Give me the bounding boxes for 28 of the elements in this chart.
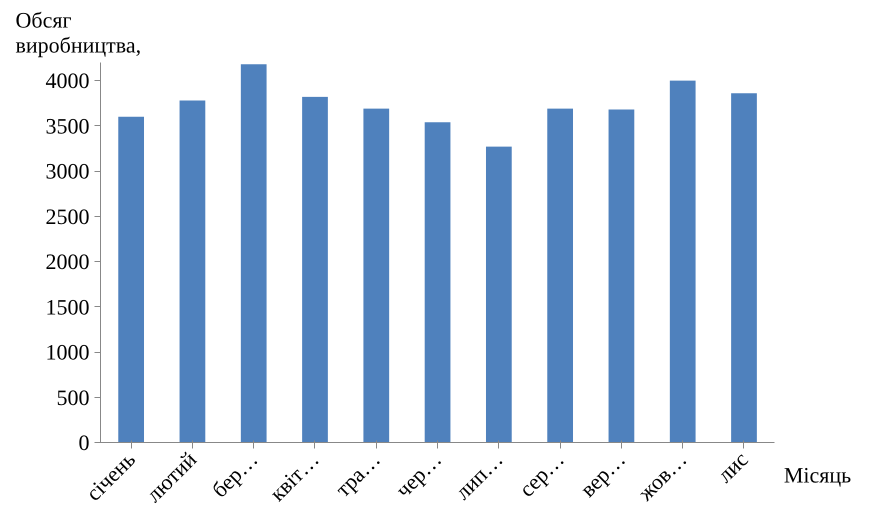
- bar: [731, 93, 757, 442]
- y-tick-label: 3000: [46, 158, 90, 184]
- x-tick-label: чер…: [390, 446, 446, 502]
- x-axis-title: Місяць: [784, 462, 852, 488]
- y-tick-label: 500: [56, 384, 90, 410]
- bar: [486, 146, 512, 442]
- bar: [424, 122, 450, 442]
- y-tick-label: 2000: [46, 249, 90, 274]
- bar: [363, 108, 390, 442]
- bar: [670, 80, 696, 442]
- y-tick-label: 1500: [46, 294, 90, 320]
- x-tick-label: вер…: [575, 446, 630, 502]
- bar: [547, 108, 574, 442]
- y-tick-label: 3500: [46, 113, 90, 138]
- y-tick-label: 0: [78, 430, 90, 455]
- y-tick-label: 4000: [46, 68, 90, 94]
- bar: [240, 64, 267, 442]
- y-axis-title: Обсяг виробництва,: [16, 8, 142, 58]
- y-tick-label: 2500: [46, 204, 90, 229]
- bar: [118, 116, 144, 442]
- y-tick-label: 1000: [46, 340, 90, 365]
- x-tick-label: лис: [712, 446, 753, 488]
- bar: [180, 100, 206, 442]
- bar: [302, 96, 328, 442]
- x-tick-label: сер…: [514, 446, 569, 502]
- x-tick-label: тра…: [330, 446, 386, 502]
- bar: [608, 110, 634, 442]
- x-tick-label: бер…: [206, 446, 263, 502]
